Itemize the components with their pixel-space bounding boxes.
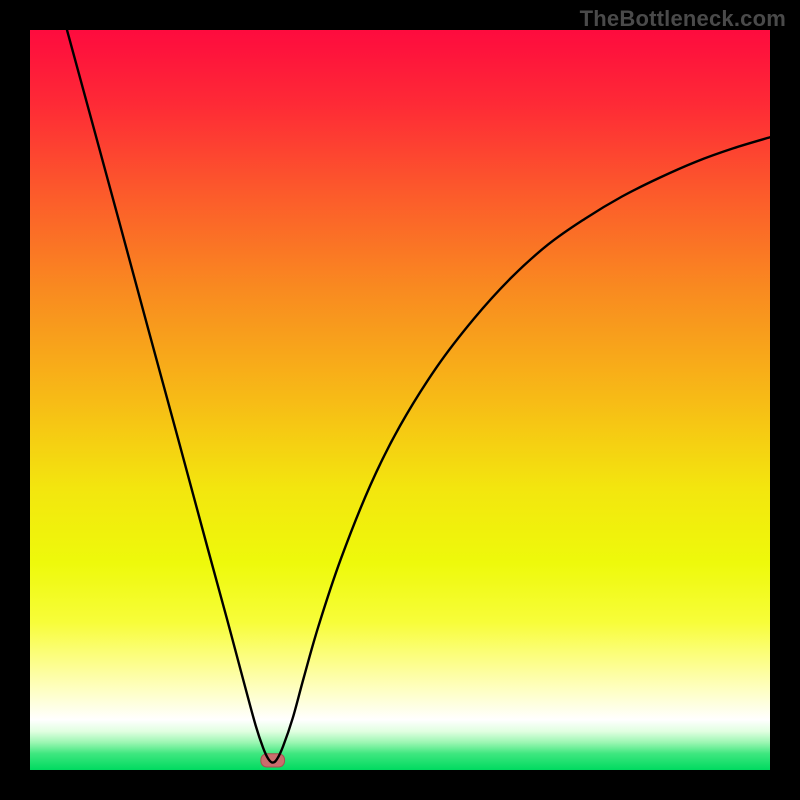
- optimal-point-marker: [261, 754, 285, 767]
- chart-plot-area: [0, 0, 800, 800]
- watermark-text: TheBottleneck.com: [580, 6, 786, 32]
- chart-container: TheBottleneck.com: [0, 0, 800, 800]
- plot-background: [30, 30, 770, 770]
- bottleneck-curve-chart: [0, 0, 800, 800]
